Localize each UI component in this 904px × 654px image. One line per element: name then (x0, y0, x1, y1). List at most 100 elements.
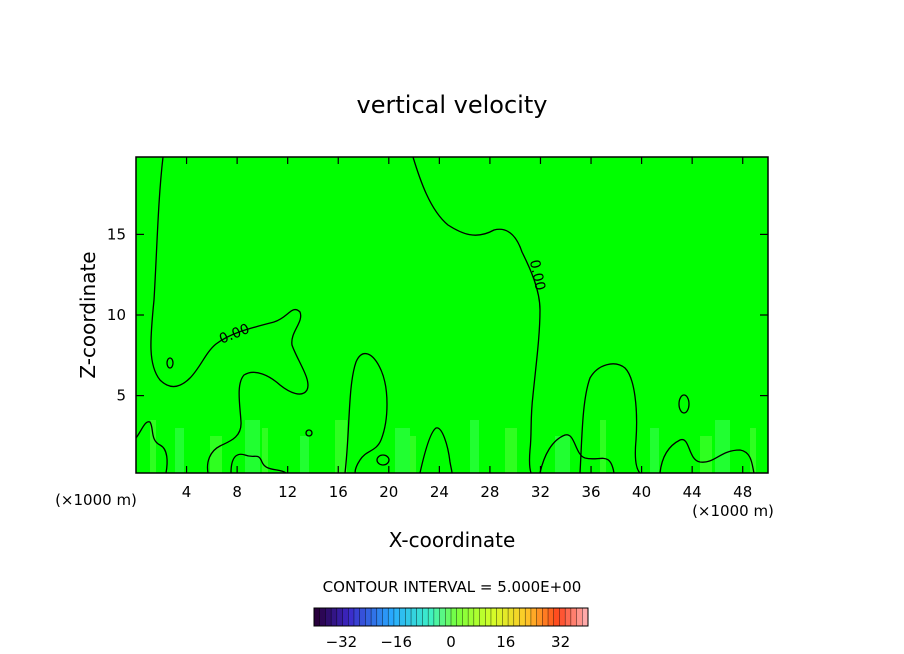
x-tick-label: 12 (278, 483, 297, 501)
y-axis: 5 10 15 (107, 225, 768, 405)
contour-line-surface-far-right (659, 439, 755, 474)
contour-line-surface-right (539, 434, 615, 474)
colorbar-cell (319, 608, 326, 626)
contour-line-plume-24 (419, 427, 453, 474)
zero-contours (135, 156, 755, 474)
colorbar-cell (473, 608, 481, 626)
field-streak (750, 428, 756, 473)
colorbar-cell (314, 608, 321, 626)
colorbar-cell (462, 608, 469, 626)
colorbar-cell (348, 608, 355, 626)
field-streak (700, 436, 712, 473)
colorbar-tick-label: 32 (551, 633, 570, 651)
contour-line-surface-left (135, 421, 168, 474)
colorbar-cell (365, 608, 372, 626)
velocity-field (136, 157, 768, 473)
y-axis-label: Z-coordinate (76, 251, 100, 378)
colorbar-cell (548, 608, 555, 626)
x-axis: 4 8 12 16 20 24 28 32 36 40 44 48 (182, 157, 752, 501)
field-streak (555, 436, 570, 473)
contour-line-center (412, 156, 541, 474)
colorbar-cell (513, 608, 520, 626)
field-streak (715, 420, 730, 473)
field-streak (262, 428, 268, 473)
colorbar-tick-label: −16 (380, 633, 412, 651)
colorbar-cell (428, 608, 435, 626)
colorbar-cell (519, 608, 526, 626)
contour-loop-small-c (305, 429, 313, 437)
x-tick-label: 40 (632, 483, 651, 501)
field-streak (470, 420, 479, 473)
colorbar-frame (313, 607, 589, 627)
x-tick-label: 4 (182, 483, 192, 501)
y-tick-label: 10 (107, 306, 126, 324)
field-streak (210, 436, 222, 473)
field-texture (150, 420, 756, 473)
chart-title: vertical velocity (357, 91, 548, 119)
field-streak (650, 428, 659, 473)
x-tick-label: 36 (581, 483, 600, 501)
contour-line-left (150, 156, 309, 474)
field-streak (505, 428, 517, 473)
colorbar-cell (359, 608, 366, 626)
plot-area: 0.00 0.00 (135, 156, 769, 474)
field-streak (395, 428, 410, 473)
colorbar-cell (371, 608, 378, 626)
y-tick-label: 5 (116, 387, 126, 405)
colorbar-cell (559, 608, 566, 626)
contour-line-plume-37 (579, 363, 641, 474)
colorbar-tick-label: 16 (496, 633, 515, 651)
colorbar-tick-label: −32 (326, 633, 358, 651)
contour-interval-text: CONTOUR INTERVAL = 5.000E+00 (323, 578, 582, 596)
x-unit-right: (×1000 m) (692, 502, 774, 520)
y-tick-label: 15 (107, 225, 126, 243)
colorbar-cell (576, 608, 583, 626)
colorbar-cell (405, 608, 412, 626)
colorbar-cell (445, 608, 452, 626)
contour-line-plume-18 (344, 352, 388, 474)
colorbar-cell (388, 608, 395, 626)
x-tick-label: 44 (683, 483, 702, 501)
colorbar-cell (451, 608, 458, 626)
colorbar-cell (399, 608, 406, 626)
colorbar-cell (393, 608, 401, 626)
x-tick-label: 48 (733, 483, 752, 501)
colorbar-ticks: −32 −16 0 16 32 (326, 633, 571, 651)
contour-loop-small-b (678, 394, 690, 414)
colorbar-cell (468, 608, 475, 626)
colorbar-cell (433, 608, 441, 626)
contour-line-surface-mid (230, 453, 287, 474)
colorbar-cell (490, 608, 498, 626)
colorbar-cell (553, 608, 560, 626)
colorbar-cell (325, 608, 332, 626)
colorbar-tick-label: 0 (446, 633, 456, 651)
colorbar (313, 607, 589, 627)
colorbar-cell (479, 608, 486, 626)
x-tick-label: 32 (531, 483, 550, 501)
colorbar-cell (508, 608, 515, 626)
x-tick-label: 16 (329, 483, 348, 501)
field-streak (150, 420, 156, 473)
x-tick-label: 28 (480, 483, 499, 501)
colorbar-cell (525, 608, 532, 626)
contour-loop-small-d (376, 454, 390, 466)
field-streak (175, 428, 184, 473)
colorbar-cell (496, 608, 503, 626)
colorbar-cell (376, 608, 383, 626)
x-tick-label: 8 (232, 483, 242, 501)
colorbar-cell (411, 608, 418, 626)
colorbar-cell (336, 608, 344, 626)
x-tick-label: 20 (379, 483, 398, 501)
contour-label-center: 0.00 (526, 258, 548, 292)
field-streak (410, 436, 416, 473)
colorbar-cell (416, 608, 423, 626)
colorbar-cell (342, 608, 349, 626)
colorbar-cell (456, 608, 463, 626)
colorbar-cell (530, 608, 538, 626)
field-streak (245, 420, 260, 473)
field-streak (335, 420, 347, 473)
colorbar-cell (353, 608, 361, 626)
colorbar-cell (565, 608, 572, 626)
x-unit-left: (×1000 m) (55, 491, 137, 509)
